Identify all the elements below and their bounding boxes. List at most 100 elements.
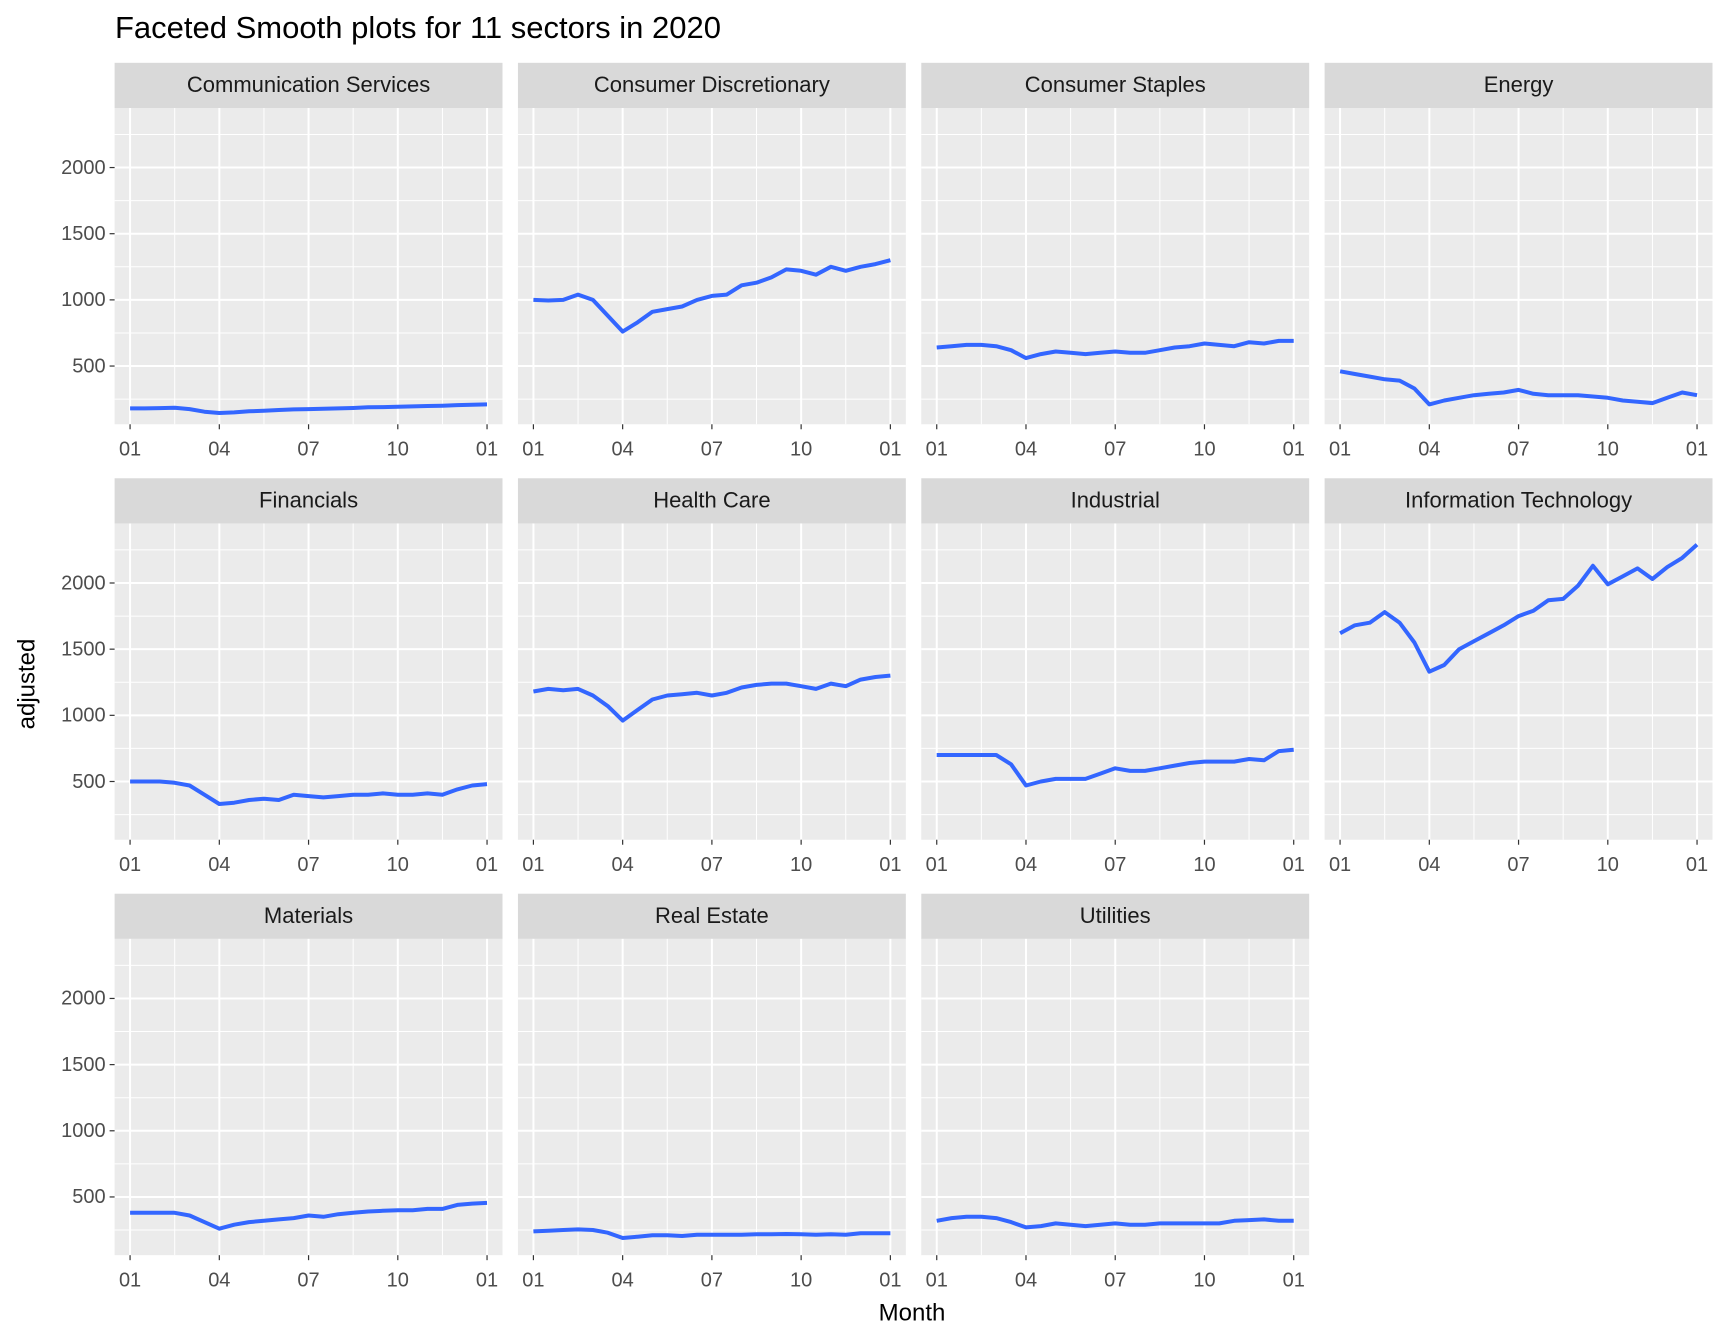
x-tick-label: 07 (1507, 439, 1529, 461)
facet-title: Information Technology (1405, 488, 1632, 513)
x-tick-label: 04 (208, 854, 230, 876)
facet-title: Energy (1484, 72, 1554, 97)
smooth-line (533, 258, 891, 334)
x-tick-label: 01 (119, 854, 141, 876)
x-tick-label: 07 (1104, 1269, 1126, 1291)
y-tick-label: 500 (72, 355, 105, 377)
x-tick-label: 07 (701, 439, 723, 461)
smooth-line (130, 779, 488, 806)
strip (1324, 478, 1713, 524)
x-tick-label: 01 (1329, 854, 1351, 876)
x-tick-label: 01 (926, 439, 948, 461)
x-tick-label: 04 (208, 439, 230, 461)
facet-title: Real Estate (655, 903, 769, 928)
x-tick-label: 01 (879, 1269, 901, 1291)
y-tick-label: 1500 (61, 638, 106, 660)
x-tick-label: 04 (612, 1269, 634, 1291)
x-tick-label: 01 (1283, 1269, 1305, 1291)
facet-title: Consumer Staples (1025, 72, 1206, 97)
smooth-line (936, 747, 1294, 788)
x-tick-label: 07 (701, 1269, 723, 1291)
x-tick-label: 10 (1597, 439, 1619, 461)
smooth-line (130, 402, 488, 415)
x-tick-label: 01 (1329, 439, 1351, 461)
x-tick-label: 07 (297, 854, 319, 876)
x-tick-label: 01 (119, 1269, 141, 1291)
strip (114, 62, 503, 108)
x-tick-label: 01 (1686, 854, 1708, 876)
strip (921, 478, 1310, 524)
x-tick-label: 01 (476, 439, 498, 461)
smooth-line (1339, 369, 1698, 407)
y-tick-label: 1000 (61, 289, 106, 311)
x-tick-label: 07 (297, 1269, 319, 1291)
x-axis-label: Month (879, 1299, 946, 1326)
x-tick-label: 10 (387, 854, 409, 876)
y-tick-label: 500 (72, 1186, 105, 1208)
strip (114, 478, 503, 524)
x-tick-label: 10 (1193, 854, 1215, 876)
y-tick-label: 2000 (61, 572, 106, 594)
y-tick-label: 1500 (61, 1054, 106, 1076)
x-tick-label: 01 (522, 854, 544, 876)
strip (517, 62, 906, 108)
y-tick-label: 1500 (61, 223, 106, 245)
x-tick-label: 04 (1015, 854, 1037, 876)
x-tick-label: 01 (1283, 854, 1305, 876)
facet-title: Financials (259, 488, 358, 513)
x-tick-label: 01 (119, 439, 141, 461)
x-tick-label: 10 (790, 439, 812, 461)
x-tick-label: 04 (1015, 1269, 1037, 1291)
chart-title: Faceted Smooth plots for 11 sectors in 2… (115, 10, 721, 45)
x-tick-label: 04 (1418, 439, 1440, 461)
facet-title: Industrial (1071, 488, 1160, 513)
facet-title: Consumer Discretionary (594, 72, 830, 97)
x-tick-label: 01 (476, 1269, 498, 1291)
smooth-line (936, 1214, 1294, 1230)
strip (517, 478, 906, 524)
x-tick-label: 10 (387, 439, 409, 461)
y-axis-label: adjusted (13, 639, 40, 730)
strip (114, 893, 503, 939)
x-tick-label: 10 (1193, 439, 1215, 461)
y-tick-label: 1000 (61, 705, 106, 727)
x-tick-label: 01 (522, 439, 544, 461)
x-tick-label: 01 (926, 1269, 948, 1291)
x-tick-label: 04 (612, 439, 634, 461)
y-tick-label: 2000 (61, 157, 106, 179)
x-tick-label: 01 (926, 854, 948, 876)
y-tick-label: 500 (72, 771, 105, 793)
y-tick-label: 2000 (61, 988, 106, 1010)
x-tick-label: 01 (1686, 439, 1708, 461)
x-tick-label: 10 (790, 854, 812, 876)
smooth-line (533, 1227, 891, 1240)
x-tick-label: 07 (701, 854, 723, 876)
strip (921, 893, 1310, 939)
x-tick-label: 04 (1418, 854, 1440, 876)
smooth-line (1339, 543, 1699, 674)
smooth-line (130, 1200, 488, 1231)
strip (921, 62, 1310, 108)
smooth-line (533, 673, 891, 723)
x-tick-label: 07 (1507, 854, 1529, 876)
x-tick-label: 01 (1283, 439, 1305, 461)
y-tick-label: 1000 (61, 1120, 106, 1142)
x-tick-label: 07 (1104, 439, 1126, 461)
x-tick-label: 01 (476, 854, 498, 876)
x-tick-label: 07 (1104, 854, 1126, 876)
x-tick-label: 10 (1597, 854, 1619, 876)
x-tick-label: 01 (879, 439, 901, 461)
x-tick-label: 01 (879, 854, 901, 876)
x-tick-label: 10 (1193, 1269, 1215, 1291)
facet-title: Health Care (653, 488, 770, 513)
facet-title: Materials (264, 903, 353, 928)
facet-title: Communication Services (187, 72, 430, 97)
x-tick-label: 07 (297, 439, 319, 461)
x-tick-label: 04 (612, 854, 634, 876)
x-tick-label: 01 (522, 1269, 544, 1291)
smooth-line (936, 338, 1294, 361)
x-tick-label: 10 (790, 1269, 812, 1291)
x-tick-label: 04 (1015, 439, 1037, 461)
